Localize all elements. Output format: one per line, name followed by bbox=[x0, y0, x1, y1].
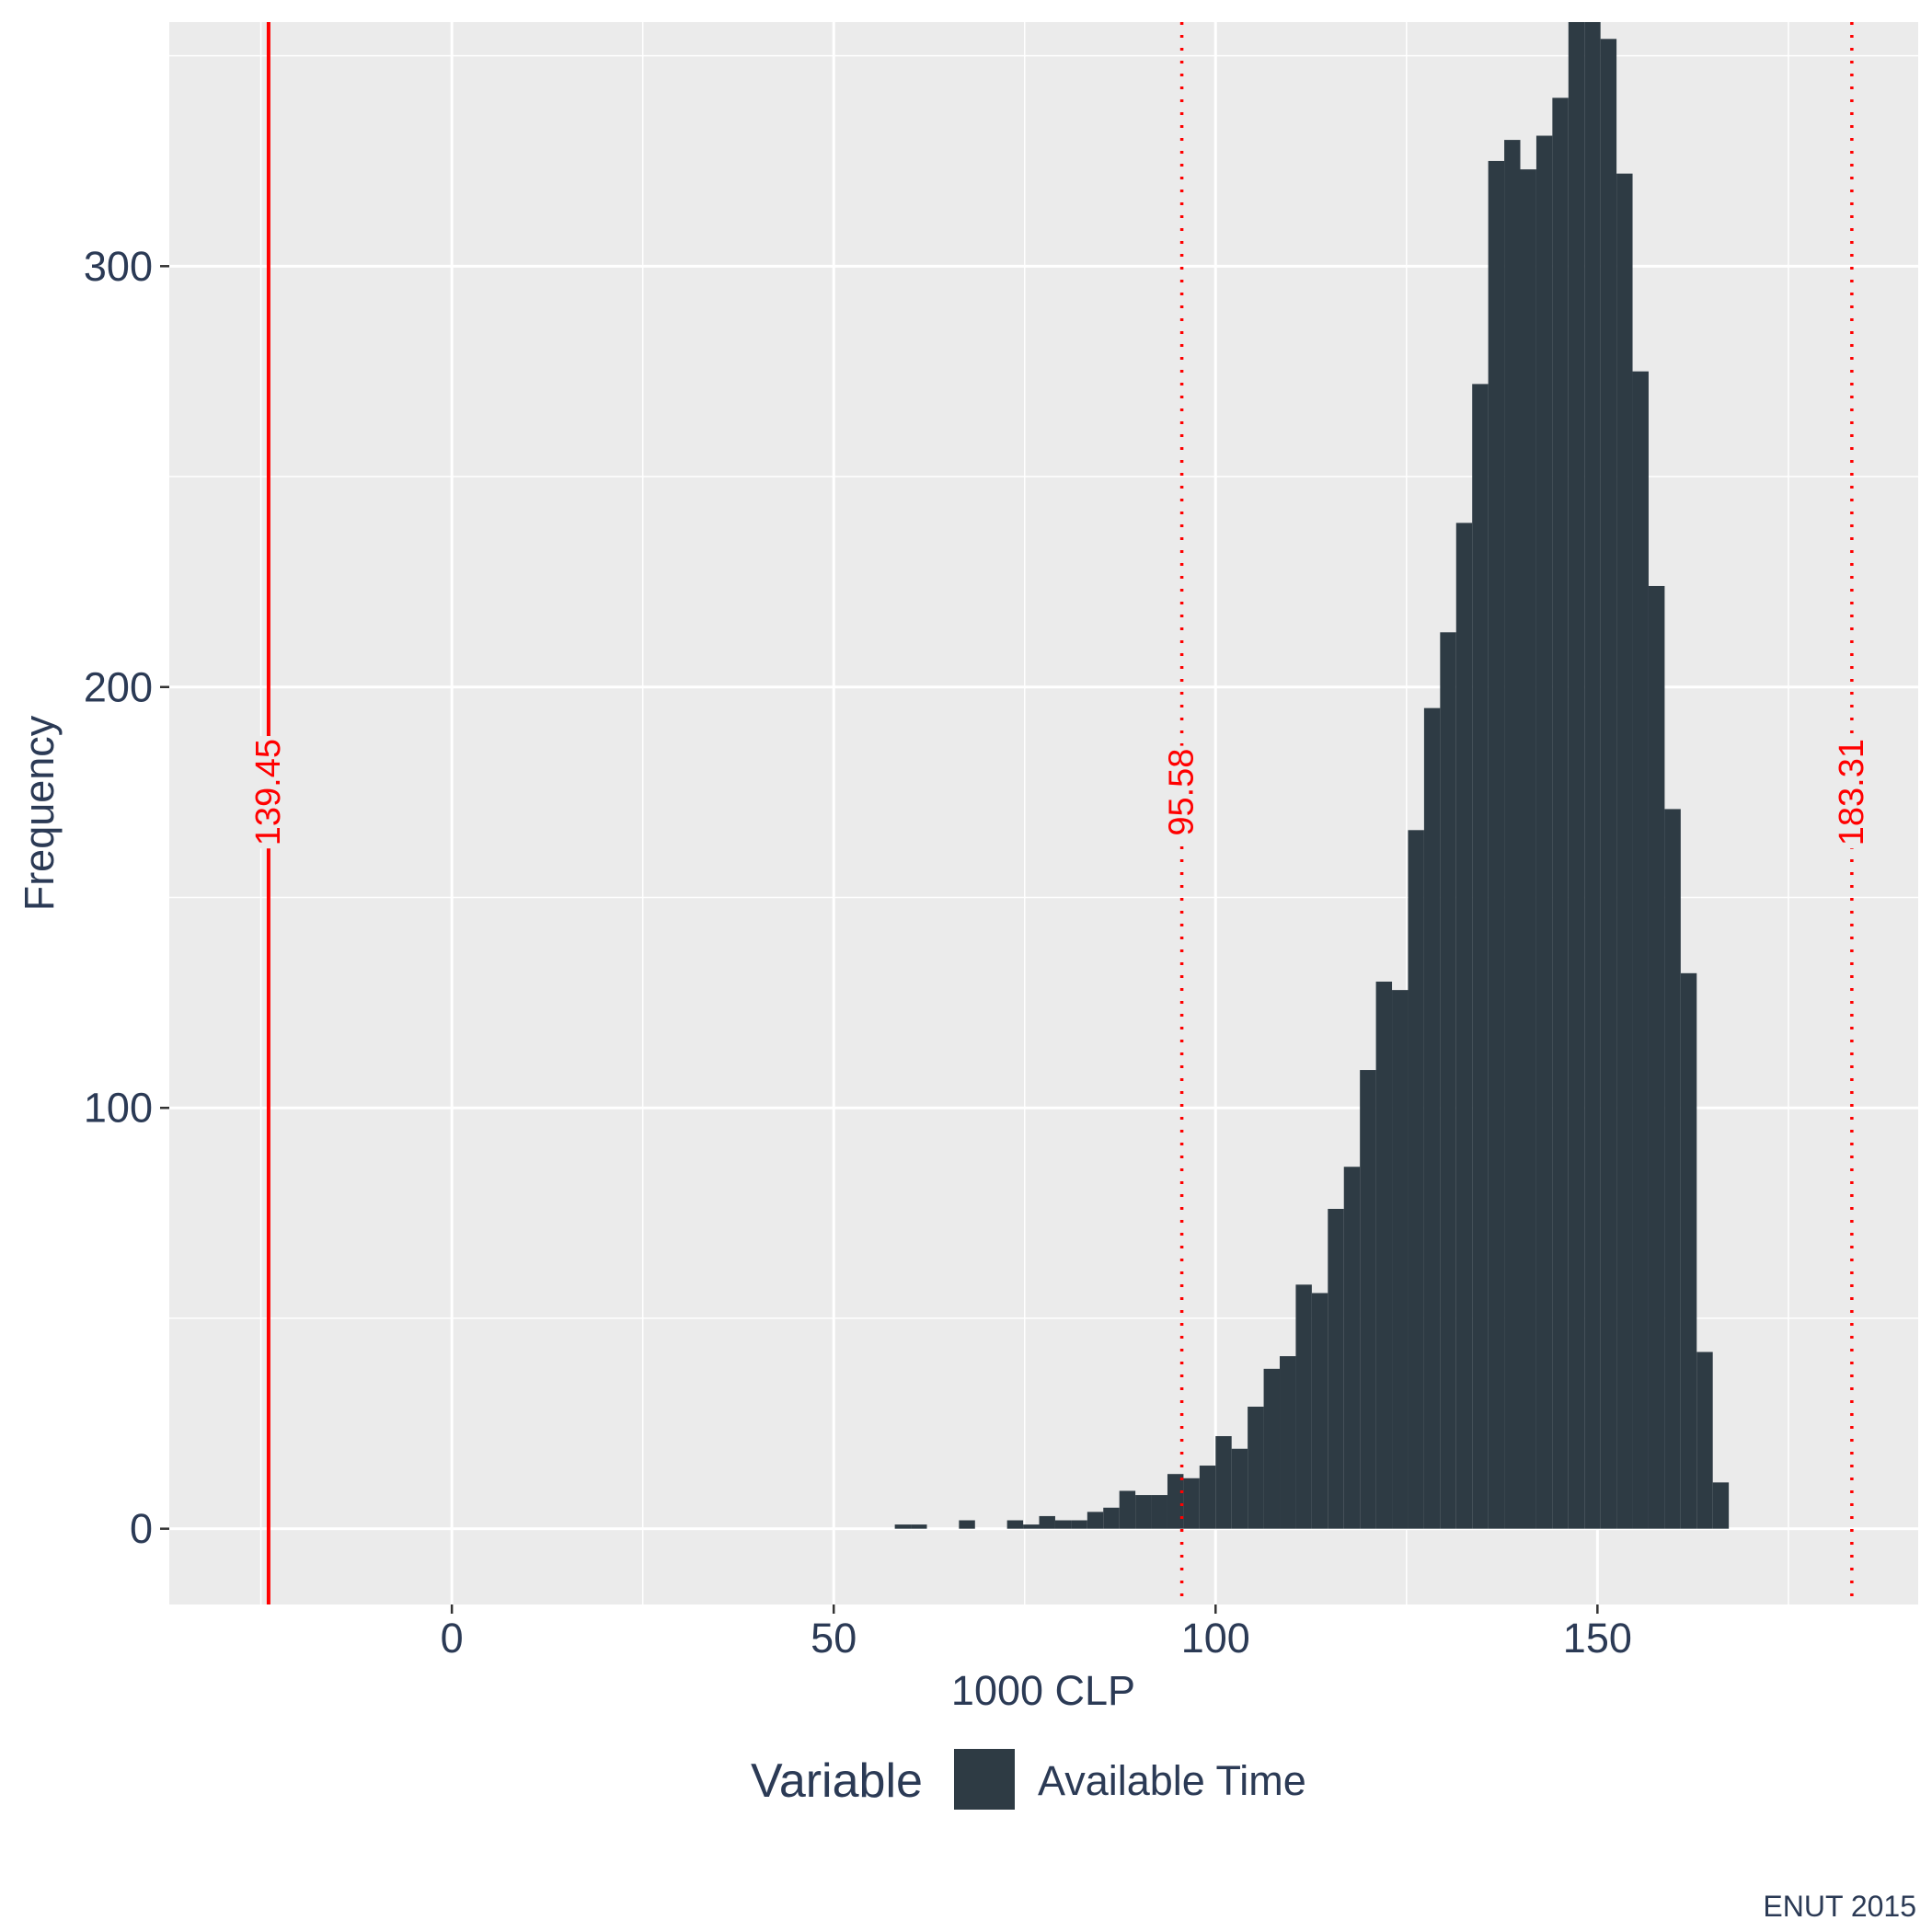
histogram-bar bbox=[1071, 1520, 1087, 1529]
histogram-bar bbox=[1280, 1356, 1296, 1529]
histogram-bars bbox=[894, 22, 1730, 1529]
histogram-bar bbox=[1023, 1524, 1040, 1529]
reference-label-background bbox=[1156, 745, 1207, 839]
histogram-bar bbox=[1087, 1512, 1104, 1529]
histogram-bar bbox=[1167, 1474, 1184, 1529]
histogram-bar bbox=[1423, 707, 1441, 1529]
y-tick-label: 300 bbox=[84, 243, 153, 290]
histogram-bar bbox=[1231, 1448, 1248, 1529]
histogram-bar bbox=[1712, 1482, 1730, 1529]
x-tick-label: 50 bbox=[811, 1615, 857, 1662]
histogram-bar bbox=[1215, 1436, 1232, 1529]
legend: Variable Available Time bbox=[751, 1747, 1306, 1811]
histogram-bar bbox=[1440, 632, 1456, 1529]
histogram-bar bbox=[1552, 98, 1569, 1529]
histogram-bar bbox=[1504, 140, 1521, 1529]
histogram-bar bbox=[1680, 972, 1697, 1529]
histogram-bar bbox=[1343, 1167, 1361, 1529]
histogram-bar bbox=[1135, 1495, 1152, 1529]
reference-line-label: 183.31 bbox=[1833, 739, 1871, 845]
histogram-bar bbox=[1664, 809, 1681, 1529]
x-tick-label: 150 bbox=[1563, 1615, 1632, 1662]
histogram-bar bbox=[1488, 160, 1505, 1529]
reference-lines: 139.45 95.58 183.31 bbox=[243, 22, 1877, 1604]
histogram-bar bbox=[1392, 990, 1409, 1529]
histogram-bar bbox=[1520, 169, 1536, 1529]
histogram-bar bbox=[1360, 1070, 1376, 1529]
histogram-bar bbox=[1535, 135, 1553, 1529]
reference-label-background bbox=[243, 736, 293, 849]
histogram-bar bbox=[1568, 22, 1585, 1529]
x-tick-label: 0 bbox=[441, 1615, 464, 1662]
histogram-bar bbox=[1616, 173, 1633, 1529]
x-axis: 0 50 100 150 bbox=[441, 1604, 1632, 1662]
y-tick-label: 0 bbox=[130, 1505, 153, 1552]
histogram-bar bbox=[1263, 1368, 1281, 1529]
histogram-bar bbox=[1295, 1284, 1312, 1529]
histogram-bar bbox=[1455, 523, 1473, 1529]
histogram-bar bbox=[1472, 384, 1489, 1529]
histogram-bar bbox=[1600, 39, 1617, 1529]
histogram-bar bbox=[1199, 1466, 1216, 1529]
histogram-bar bbox=[1375, 981, 1393, 1529]
histogram-bar bbox=[959, 1520, 975, 1529]
histogram-bar bbox=[1103, 1507, 1120, 1529]
histogram-bar bbox=[1328, 1209, 1344, 1529]
histogram-bar bbox=[1696, 1351, 1713, 1529]
histogram-bar bbox=[894, 1524, 912, 1529]
histogram-bar bbox=[1183, 1478, 1200, 1529]
histogram-bar bbox=[1632, 371, 1649, 1529]
histogram-bar bbox=[1408, 830, 1424, 1529]
y-axis-title: Frequency bbox=[16, 715, 63, 911]
legend-title: Variable bbox=[751, 1754, 923, 1808]
x-axis-title: 1000 CLP bbox=[951, 1667, 1135, 1714]
histogram-bar bbox=[1151, 1495, 1167, 1529]
legend-key-available-time bbox=[952, 1747, 1017, 1811]
histogram-bar bbox=[1119, 1490, 1136, 1529]
caption: ENUT 2015 bbox=[1763, 1890, 1916, 1923]
reference-label-background bbox=[1826, 736, 1877, 849]
histogram-bar bbox=[1248, 1407, 1264, 1529]
legend-label-available-time: Available Time bbox=[1038, 1757, 1306, 1804]
histogram-bar bbox=[1584, 22, 1601, 1529]
histogram-bar bbox=[1039, 1515, 1055, 1529]
y-tick-label: 100 bbox=[84, 1085, 153, 1132]
y-axis: 0 100 200 300 bbox=[84, 243, 169, 1552]
histogram-bar bbox=[1648, 585, 1665, 1529]
y-tick-label: 200 bbox=[84, 663, 153, 710]
histogram-bar bbox=[1054, 1520, 1072, 1529]
reference-line-label: 95.58 bbox=[1163, 749, 1202, 836]
x-tick-label: 100 bbox=[1181, 1615, 1250, 1662]
histogram-bar bbox=[1311, 1293, 1328, 1529]
histogram-bar bbox=[1006, 1520, 1024, 1529]
histogram-bar bbox=[911, 1524, 927, 1529]
reference-line-label: 139.45 bbox=[249, 739, 288, 845]
